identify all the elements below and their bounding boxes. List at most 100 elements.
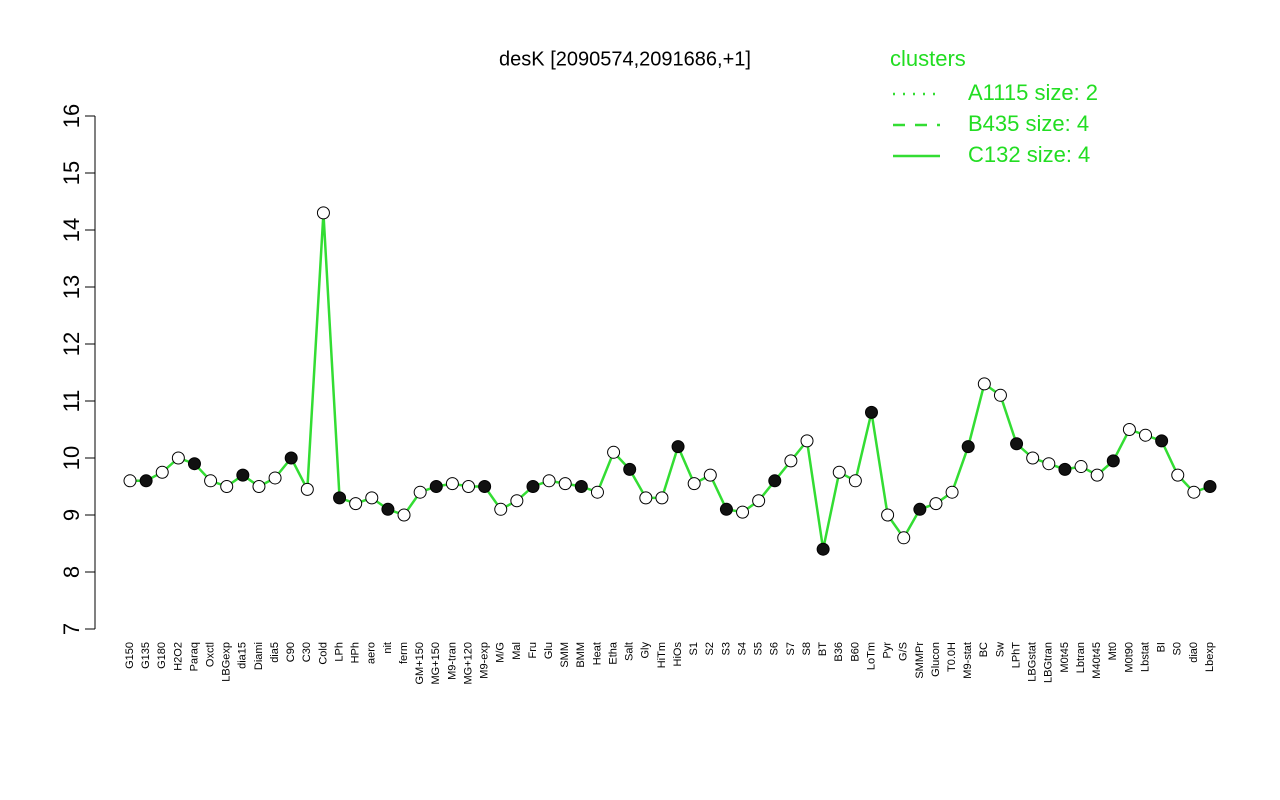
x-tick-label: LBGtran (1043, 642, 1055, 683)
x-tick-label: dia5 (269, 642, 281, 663)
y-tick-label: 14 (59, 218, 84, 242)
data-point (220, 480, 234, 493)
x-tick-label: S2 (704, 642, 716, 655)
x-tick-label: Fru (527, 642, 539, 659)
x-tick-label: Heat (591, 642, 603, 665)
data-point (929, 497, 943, 511)
x-tick-label: B60 (849, 642, 861, 662)
data-point (413, 485, 427, 499)
data-point (687, 477, 701, 491)
data-point (526, 480, 540, 493)
data-point (494, 502, 508, 516)
data-point (639, 491, 653, 505)
data-point (268, 471, 282, 485)
x-tick-label: S6 (769, 642, 781, 655)
legend-label: A1115 size: 2 (968, 80, 1098, 105)
x-tick-label: G150 (124, 642, 136, 669)
x-tick-label: Salt (624, 642, 636, 661)
x-tick-label: M9-stat (962, 642, 974, 679)
chart-title: desK [2090574,2091686,+1] (499, 48, 751, 70)
x-tick-label: dia15 (237, 642, 249, 669)
x-tick-label: SMMPr (914, 642, 926, 679)
data-point (123, 474, 137, 488)
data-point (1106, 454, 1120, 468)
x-tick-label: Lbtran (1075, 642, 1087, 673)
x-tick-label: M0t45 (1059, 642, 1071, 673)
x-tick-label: HPh (350, 642, 362, 663)
x-tick-label: Lbstat (1139, 642, 1151, 672)
x-tick-label: nit (382, 642, 394, 654)
data-point (1122, 423, 1136, 436)
data-point (1026, 451, 1040, 465)
x-tick-label: Mal (511, 642, 523, 660)
data-point (1058, 462, 1072, 476)
x-tick-label: S3 (720, 642, 732, 655)
data-point (252, 480, 266, 493)
x-tick-label: HiOs (672, 642, 684, 667)
data-point (993, 388, 1007, 402)
x-tick-label: BT (817, 642, 829, 656)
data-point (703, 468, 717, 482)
data-point (187, 457, 201, 471)
x-tick-label: B36 (833, 642, 845, 662)
data-point (1042, 457, 1056, 471)
data-point (864, 405, 878, 419)
x-tick-label: Mt0 (1107, 642, 1119, 660)
series-line (130, 212, 1211, 550)
y-tick-label: 11 (59, 390, 84, 413)
data-point (655, 491, 669, 505)
data-point (510, 494, 524, 508)
y-tick-label: 12 (59, 332, 84, 356)
data-point (1171, 468, 1185, 482)
data-point (848, 474, 862, 488)
y-tick-label: 13 (59, 275, 84, 299)
x-tick-label: Etha (607, 641, 619, 665)
x-tick-label: HiTm (656, 642, 668, 668)
data-point (558, 477, 572, 491)
data-point (881, 508, 895, 522)
x-tick-label: M9-exp (479, 642, 491, 679)
data-point (333, 491, 347, 505)
data-point (171, 451, 185, 465)
x-tick-label: BC (978, 642, 990, 657)
data-point (349, 497, 363, 511)
data-point (1090, 468, 1104, 482)
x-tick-label: GM+150 (414, 642, 426, 685)
x-tick-label: BI (1156, 642, 1168, 652)
x-tick-label: ferm (398, 642, 410, 664)
x-tick-label: Oxctl (205, 642, 217, 667)
x-tick-label: C30 (301, 642, 313, 662)
data-point (832, 465, 846, 479)
x-tick-label: Glu (543, 642, 555, 659)
data-point (1139, 428, 1153, 442)
data-point (590, 485, 604, 499)
x-tick-label: G135 (140, 642, 152, 669)
y-tick-label: 15 (59, 161, 84, 185)
x-tick-label: dia0 (1188, 642, 1200, 663)
data-point (316, 206, 330, 220)
x-tick-label: Paraq (188, 642, 200, 671)
data-point (719, 502, 733, 516)
data-point (977, 377, 991, 391)
x-tick-label: aero (366, 642, 378, 664)
x-tick-label: M9-tran (446, 642, 458, 680)
data-point (961, 440, 975, 454)
x-tick-label: Glucon (930, 642, 942, 677)
data-point (236, 468, 250, 482)
x-tick-label: T0.0H (946, 642, 958, 672)
data-point (204, 474, 218, 488)
data-point (381, 502, 395, 516)
data-point (671, 440, 685, 454)
data-point (784, 454, 798, 468)
data-point (365, 491, 379, 505)
data-point (1074, 460, 1088, 474)
x-tick-label: LoTm (865, 642, 877, 670)
data-point (300, 482, 314, 496)
x-tick-label: LPhT (1010, 642, 1022, 669)
data-point (574, 480, 588, 493)
legend-label: B435 size: 4 (968, 111, 1089, 136)
data-point (397, 508, 411, 522)
y-tick-label: 9 (59, 509, 84, 521)
data-point (800, 434, 814, 448)
